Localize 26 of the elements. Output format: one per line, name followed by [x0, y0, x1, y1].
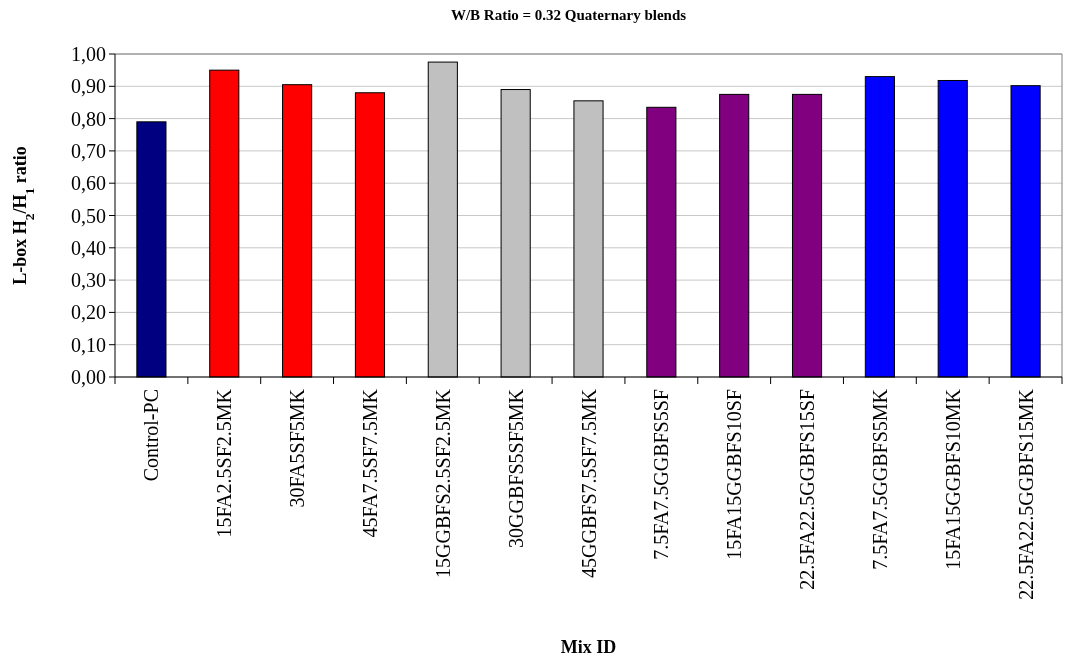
- x-tick-label: 45FA7.5SF7.5MK: [358, 388, 381, 538]
- y-tick-label: 0,10: [71, 333, 106, 356]
- x-tick-label: Control-PC: [140, 389, 163, 482]
- x-tick-label: 15GGBFS2.5SF2.5MK: [431, 388, 454, 578]
- x-tick-label: 15FA15GGBFS10SF: [723, 389, 746, 560]
- y-tick-label: 0,20: [71, 301, 106, 324]
- x-axis-title: Mix ID: [560, 637, 617, 657]
- y-tick-label: 0,00: [71, 366, 106, 388]
- y-tick-label: 0,50: [71, 204, 106, 227]
- y-tick-label: 0,70: [71, 139, 106, 162]
- x-tick-label: 15FA15GGBFS10MK: [941, 388, 964, 570]
- y-tick-label: 0,40: [71, 236, 106, 259]
- y-tick-label: 0,90: [71, 75, 106, 98]
- y-tick-label: 0,60: [71, 172, 106, 195]
- x-tick-label: 7.5FA7.5GGBFS5MK: [868, 388, 891, 570]
- x-tick-label: 30FA5SF5MK: [286, 388, 309, 508]
- x-tick-label: 15FA2.5SF2.5MK: [213, 388, 236, 538]
- x-tick-label: 30GGBFS5SF5MK: [504, 388, 527, 548]
- x-tick-label: 22.5FA22.5GGBFS15MK: [1014, 388, 1037, 600]
- x-tick-label: 22.5FA22.5GGBFS15SF: [796, 389, 819, 590]
- y-tick-label: 1,00: [71, 43, 106, 65]
- x-tick-label: 7.5FA7.5GGBFS5SF: [650, 389, 673, 560]
- y-tick-label: 0,80: [71, 107, 106, 130]
- y-tick-label: 0,30: [71, 269, 106, 292]
- x-tick-label: 45GGBFS7.5SF7.5MK: [577, 388, 600, 578]
- chart-title: W/B Ratio = 0.32 Quaternary blends: [450, 7, 687, 23]
